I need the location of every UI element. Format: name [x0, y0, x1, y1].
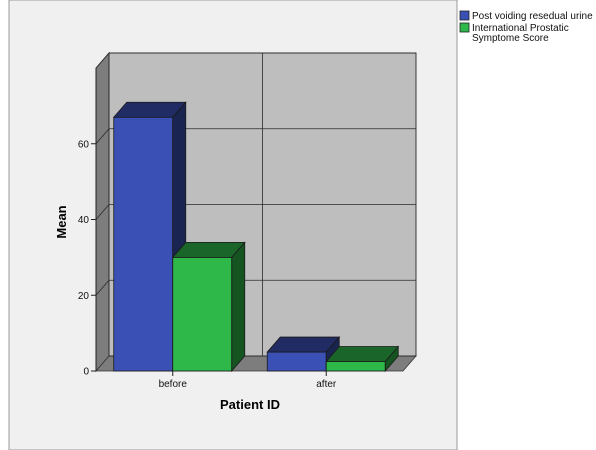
- gridline-side: [95, 52, 110, 69]
- bar-side: [384, 345, 399, 373]
- bar: [325, 345, 400, 373]
- plot-area: 0 20 40 60 before after: [78, 51, 417, 390]
- back-wall-border: [108, 52, 417, 357]
- bar-front: [172, 256, 233, 372]
- y-axis-title: Mean: [54, 205, 69, 238]
- legend-swatch: [459, 22, 470, 33]
- bar-front: [325, 361, 386, 372]
- x-tick-label: after: [316, 379, 337, 390]
- legend-label: Symptome Score: [472, 33, 549, 44]
- legend: Post voiding resedual urineInternational…: [459, 10, 593, 44]
- x-axis-title: Patient ID: [220, 397, 280, 412]
- legend-item: Post voiding resedual urine: [459, 10, 593, 22]
- x-tick-label: before: [159, 379, 188, 390]
- legend-label: International Prostatic: [472, 23, 569, 34]
- y-tick-label: 20: [78, 291, 90, 302]
- bar-side: [231, 241, 246, 373]
- y-tick-label: 60: [78, 139, 90, 150]
- legend-label: Post voiding resedual urine: [472, 11, 593, 22]
- bar-front: [113, 116, 174, 372]
- y-tick-label: 40: [78, 215, 90, 226]
- gridline-side: [95, 128, 110, 145]
- gridline-side: [95, 279, 110, 296]
- bar: [171, 241, 246, 373]
- gridline-side: [95, 204, 110, 220]
- y-tick-label: 0: [83, 367, 89, 378]
- legend-swatch: [459, 10, 470, 21]
- bar-front: [266, 351, 327, 372]
